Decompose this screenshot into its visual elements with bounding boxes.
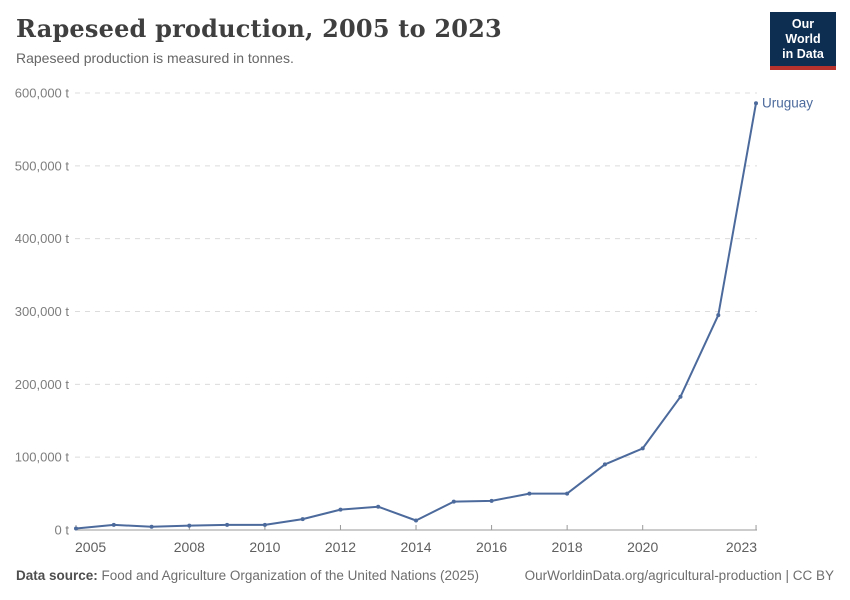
y-axis-label: 0 t — [55, 523, 70, 538]
page-title: Rapeseed production, 2005 to 2023 — [16, 14, 502, 43]
y-axis-label: 100,000 t — [15, 450, 70, 465]
data-point-2013[interactable] — [376, 504, 381, 509]
series-label-uruguay[interactable]: Uruguay — [762, 96, 813, 111]
data-point-2019[interactable] — [602, 462, 607, 467]
x-axis-label: 2005 — [75, 539, 106, 555]
data-point-2016[interactable] — [489, 498, 494, 503]
data-point-2023[interactable] — [754, 101, 758, 106]
y-axis-label: 200,000 t — [15, 377, 70, 392]
data-point-2014[interactable] — [414, 518, 418, 523]
chart-subtitle: Rapeseed production is measured in tonne… — [16, 50, 294, 66]
series-line-uruguay[interactable] — [75, 102, 757, 530]
x-axis-label: 2010 — [249, 539, 280, 555]
owid-logo-line2: in Data — [782, 47, 824, 61]
data-point-2005[interactable] — [74, 526, 78, 531]
data-point-2022[interactable] — [716, 313, 721, 318]
x-axis-label: 2018 — [552, 539, 583, 555]
data-point-2017[interactable] — [527, 491, 532, 496]
x-axis-label: 2016 — [476, 539, 507, 555]
data-point-2020[interactable] — [640, 446, 645, 451]
data-source: Data source: Food and Agriculture Organi… — [16, 568, 479, 583]
owid-logo[interactable]: Our World in Data — [770, 12, 836, 70]
data-point-2010[interactable] — [262, 522, 267, 527]
data-point-2007[interactable] — [149, 524, 154, 529]
y-axis-label: 600,000 t — [15, 86, 70, 101]
line-chart: 0 t 100,000 t 200,000 t 300,000 t 400,000 t 5… — [15, 86, 813, 556]
data-point-2006[interactable] — [111, 522, 116, 527]
data-point-2021[interactable] — [678, 394, 683, 399]
data-point-2009[interactable] — [225, 522, 230, 527]
x-axis-label: 2012 — [325, 539, 356, 555]
data-point-2008[interactable] — [187, 523, 192, 528]
credit-link[interactable]: OurWorldinData.org/agricultural-producti… — [524, 568, 834, 583]
y-axis-label: 500,000 t — [15, 158, 70, 173]
chart-footer: Data source: Food and Agriculture Organi… — [16, 568, 834, 583]
data-source-text: Food and Agriculture Organization of the… — [97, 568, 480, 583]
data-point-2011[interactable] — [300, 517, 305, 522]
owid-logo-line1: Our World — [785, 17, 821, 46]
y-axis-label: 400,000 t — [15, 231, 70, 246]
data-point-2018[interactable] — [565, 491, 570, 496]
data-source-label: Data source: — [16, 568, 98, 583]
data-point-2015[interactable] — [451, 499, 456, 504]
x-axis-label: 2008 — [174, 539, 205, 555]
data-point-2012[interactable] — [338, 507, 343, 512]
x-axis-label: 2014 — [400, 539, 431, 555]
x-axis-label: 2023 — [726, 539, 757, 555]
x-axis-label: 2020 — [627, 539, 658, 555]
y-axis-label: 300,000 t — [15, 304, 70, 319]
